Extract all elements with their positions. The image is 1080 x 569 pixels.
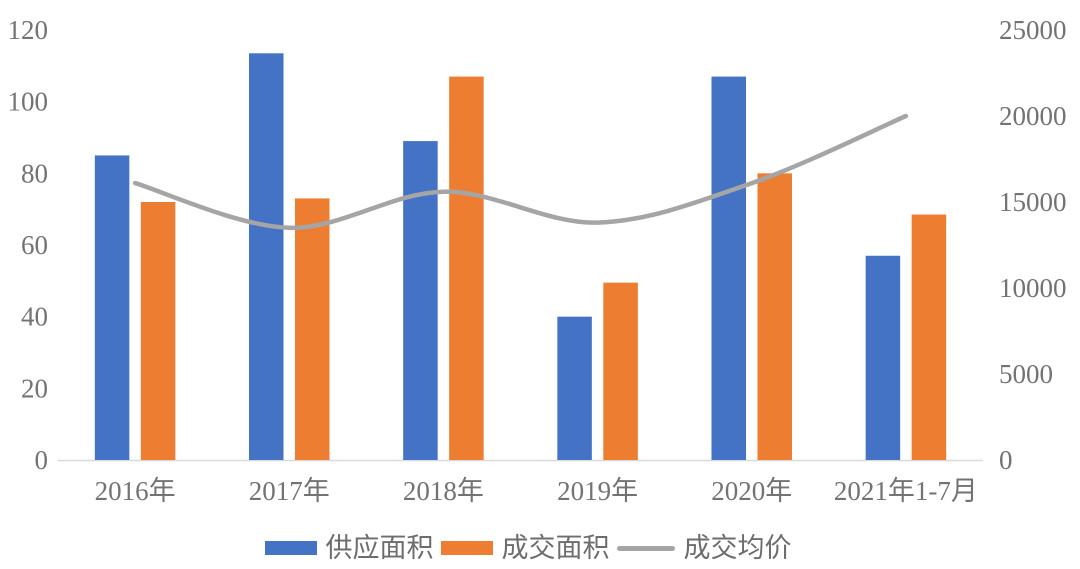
supply-area-bar-2 bbox=[403, 141, 438, 461]
transaction-area-legend-label: 成交面积 bbox=[501, 533, 610, 563]
x-axis-category-0: 2016年 bbox=[95, 476, 176, 506]
x-axis-category-1: 2017年 bbox=[249, 476, 330, 506]
supply-area-legend-label: 供应面积 bbox=[325, 533, 434, 563]
transaction-area-swatch-icon bbox=[440, 541, 493, 555]
supply-area-bar-4 bbox=[711, 76, 746, 460]
left-axis-tick-3: 60 bbox=[21, 230, 48, 260]
avg-price-line-swatch-icon bbox=[616, 545, 675, 551]
supply-area-bar-1 bbox=[249, 53, 284, 461]
right-axis-tick-0: 0 bbox=[999, 445, 1013, 475]
right-axis-tick-1: 5000 bbox=[999, 359, 1053, 389]
x-axis-category-3: 2019年 bbox=[557, 476, 638, 506]
x-axis-category-4: 2020年 bbox=[711, 476, 792, 506]
legend-item-transaction-area: 成交面积 bbox=[440, 533, 610, 563]
right-axis-tick-2: 10000 bbox=[999, 273, 1067, 303]
legend-item-avg-price: 成交均价 bbox=[616, 533, 792, 563]
right-axis-tick-3: 15000 bbox=[999, 187, 1067, 217]
supply-area-swatch-icon bbox=[264, 541, 317, 555]
right-axis-tick-4: 20000 bbox=[999, 101, 1067, 131]
left-axis-tick-0: 0 bbox=[35, 445, 49, 475]
left-axis-tick-6: 120 bbox=[8, 15, 49, 45]
transaction-area-bar-3 bbox=[603, 282, 638, 460]
right-axis-tick-5: 25000 bbox=[999, 15, 1067, 45]
supply-area-bar-5 bbox=[865, 255, 901, 460]
transaction-area-bar-5 bbox=[911, 214, 947, 460]
supply-area-bar-0 bbox=[94, 155, 130, 460]
transaction-area-bar-0 bbox=[140, 202, 176, 460]
left-axis-tick-1: 20 bbox=[21, 373, 48, 403]
left-axis-tick-4: 80 bbox=[21, 158, 48, 188]
transaction-area-bar-4 bbox=[757, 173, 792, 461]
x-axis-category-5: 2021年1-7月 bbox=[834, 476, 978, 506]
transaction-area-bar-2 bbox=[449, 76, 484, 460]
avg-price-line bbox=[132, 113, 909, 231]
x-axis-category-2: 2018年 bbox=[403, 476, 484, 506]
avg-price-legend-label: 成交均价 bbox=[683, 533, 792, 563]
supply-area-bar-3 bbox=[557, 316, 592, 460]
legend-item-supply-area: 供应面积 bbox=[264, 533, 434, 563]
left-axis-tick-2: 40 bbox=[21, 302, 48, 332]
transaction-area-bar-1 bbox=[295, 198, 330, 460]
chart-legend: 供应面积 成交面积 成交均价 bbox=[0, 534, 1056, 562]
left-axis-tick-5: 100 bbox=[8, 87, 49, 117]
